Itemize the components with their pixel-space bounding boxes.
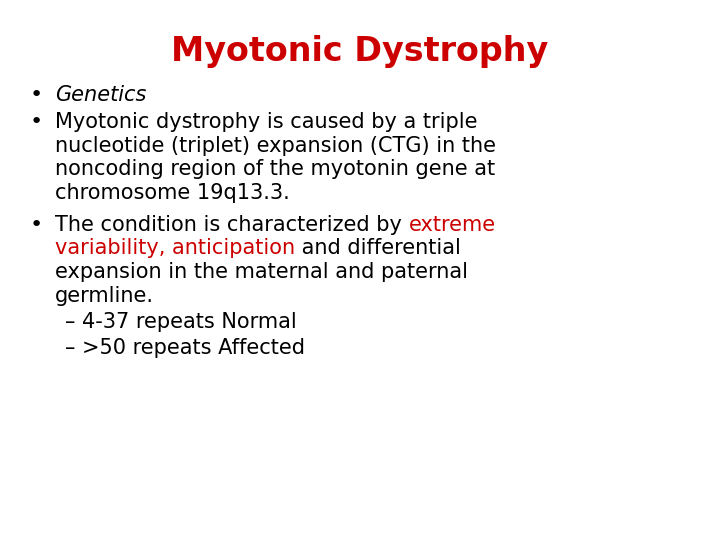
Text: Myotonic Dystrophy: Myotonic Dystrophy — [171, 35, 549, 68]
Text: expansion in the maternal and paternal: expansion in the maternal and paternal — [55, 262, 468, 282]
Text: noncoding region of the myotonin gene at: noncoding region of the myotonin gene at — [55, 159, 495, 179]
Text: chromosome 19q13.3.: chromosome 19q13.3. — [55, 183, 289, 203]
Text: •: • — [30, 112, 43, 132]
Text: extreme: extreme — [408, 215, 495, 235]
Text: The condition is characterized by: The condition is characterized by — [55, 215, 408, 235]
Text: •: • — [30, 215, 43, 235]
Text: germline.: germline. — [55, 286, 154, 306]
Text: Myotonic dystrophy is caused by a triple: Myotonic dystrophy is caused by a triple — [55, 112, 477, 132]
Text: and differential: and differential — [295, 238, 461, 259]
Text: Genetics: Genetics — [55, 85, 146, 105]
Text: – >50 repeats Affected: – >50 repeats Affected — [65, 338, 305, 357]
Text: •: • — [30, 85, 43, 105]
Text: nucleotide (triplet) expansion (CTG) in the: nucleotide (triplet) expansion (CTG) in … — [55, 136, 496, 156]
Text: – 4-37 repeats Normal: – 4-37 repeats Normal — [65, 312, 297, 332]
Text: variability, anticipation: variability, anticipation — [55, 238, 295, 259]
